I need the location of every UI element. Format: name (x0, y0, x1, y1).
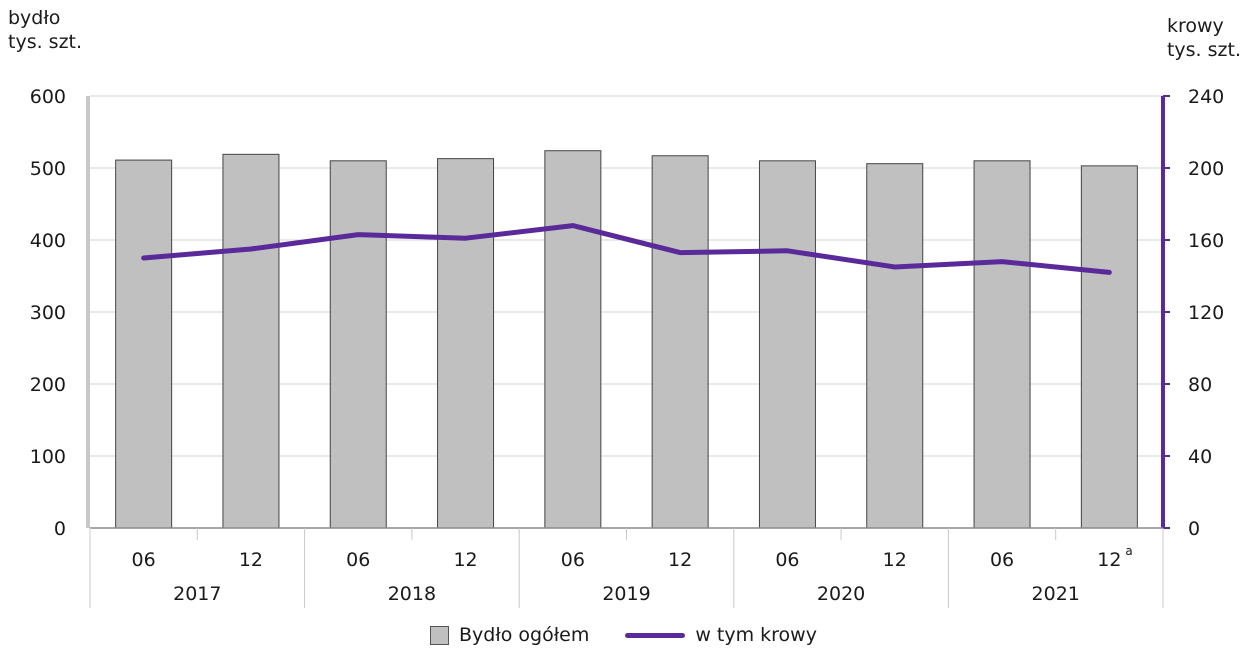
left-axis-title: bydło tys. szt. (8, 7, 83, 53)
bar (1080, 165, 1138, 529)
legend-label-bars: Bydło ogółem (459, 624, 590, 646)
right-tick-label: 120 (1188, 302, 1224, 324)
cows-point (356, 233, 360, 237)
combo-chart: 0 100 200 300 400 500 600 0 40 80 120 160 200 240 06 12… (30, 86, 1225, 608)
left-tick-label: 600 (30, 86, 66, 108)
cows-point (249, 247, 253, 251)
x-tick-label: 12 (668, 549, 692, 571)
x-tick-label: 06 (990, 549, 1014, 571)
x-tick-label: 06 (561, 549, 585, 571)
year-label: 2020 (817, 583, 865, 605)
left-tick-label: 200 (30, 374, 66, 396)
cows-point (1107, 270, 1111, 274)
bar (544, 150, 602, 529)
bar (222, 153, 280, 529)
legend-item-line: w tym krowy (625, 624, 817, 646)
bar (329, 160, 387, 529)
x-tick-label: 12 (1097, 549, 1121, 571)
axis-labels: 0 100 200 300 400 500 600 0 40 80 120 160 200 240 06 12… (30, 86, 1225, 605)
year-label: 2018 (388, 583, 436, 605)
x-tick-label: 12 (453, 549, 477, 571)
cows-point (678, 251, 682, 255)
left-tick-label: 400 (30, 230, 66, 252)
legend-label-line: w tym krowy (695, 624, 817, 646)
bar (866, 163, 924, 529)
right-tick-label: 80 (1188, 374, 1212, 396)
x-tick-label: 12 (239, 549, 263, 571)
x-tick-label: 06 (775, 549, 799, 571)
right-tick-label: 200 (1188, 158, 1224, 180)
x-tick-superscript: a (1125, 544, 1132, 558)
cows-point (893, 265, 897, 269)
right-tick-label: 0 (1188, 518, 1200, 540)
right-tick-label: 160 (1188, 230, 1224, 252)
bar (758, 160, 816, 529)
x-tick-label: 12 (883, 549, 907, 571)
left-tick-label: 300 (30, 302, 66, 324)
legend: Bydło ogółem w tym krowy (0, 622, 1247, 648)
right-axis-title: krowy tys. szt. (1166, 15, 1241, 61)
cows-point (785, 249, 789, 253)
line-series (141, 223, 1112, 275)
cows-line (141, 223, 1112, 275)
left-tick-label: 500 (30, 158, 66, 180)
bar (437, 158, 495, 529)
cows-point (1000, 260, 1004, 264)
legend-item-bars: Bydło ogółem (430, 624, 589, 646)
bar-series (115, 150, 1138, 529)
bar (651, 155, 709, 529)
bar (115, 159, 173, 529)
cows-point (464, 236, 468, 240)
x-tick-label: 06 (132, 549, 156, 571)
year-label: 2021 (1032, 583, 1080, 605)
right-tick-label: 240 (1188, 86, 1224, 108)
x-tick-label: 06 (346, 549, 370, 571)
axes (86, 95, 1170, 608)
year-label: 2019 (602, 583, 650, 605)
legend-swatch-line (625, 632, 686, 638)
cows-point (571, 224, 575, 228)
year-label: 2017 (173, 583, 221, 605)
cows-point (142, 256, 146, 260)
bar (973, 160, 1031, 529)
left-tick-label: 0 (54, 518, 66, 540)
left-tick-label: 100 (30, 446, 66, 468)
legend-swatch-bars (430, 625, 450, 645)
right-tick-label: 40 (1188, 446, 1212, 468)
